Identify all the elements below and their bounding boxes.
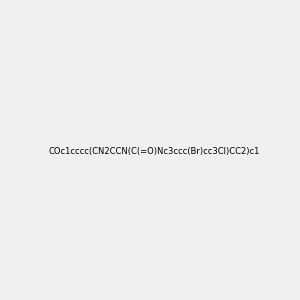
Text: COc1cccc(CN2CCN(C(=O)Nc3ccc(Br)cc3Cl)CC2)c1: COc1cccc(CN2CCN(C(=O)Nc3ccc(Br)cc3Cl)CC2… [48, 147, 260, 156]
